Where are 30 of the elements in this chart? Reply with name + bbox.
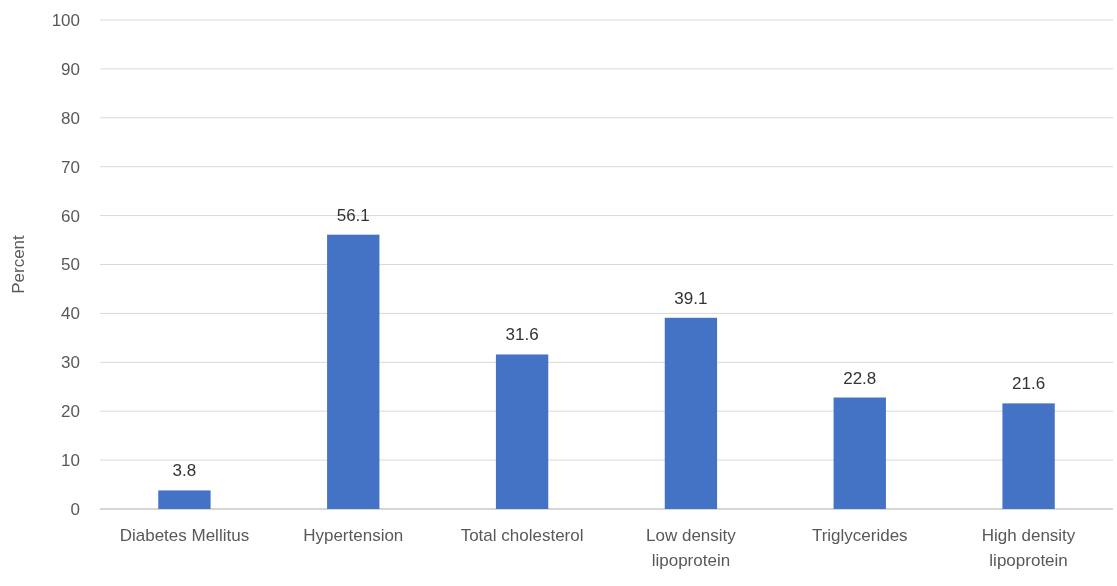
y-tick-label: 40 xyxy=(61,304,80,324)
bar xyxy=(327,234,380,509)
data-label: 56.1 xyxy=(336,205,370,225)
x-tick-label: Total cholesterol xyxy=(460,526,584,545)
x-tick-label: Diabetes Mellitus xyxy=(119,526,250,545)
y-tick-label: 90 xyxy=(61,59,80,79)
y-tick-label: 30 xyxy=(61,353,80,373)
x-tick-label: High density lipoprotein xyxy=(981,526,1076,570)
y-tick-label: 50 xyxy=(61,255,80,275)
y-axis-title: Percent xyxy=(9,234,28,294)
y-tick-label: 80 xyxy=(61,108,80,128)
bar xyxy=(158,490,211,509)
data-label: 39.1 xyxy=(674,288,708,308)
data-label: 21.6 xyxy=(1012,374,1046,394)
x-tick-label: Hypertension xyxy=(303,526,404,545)
y-tick-label: 20 xyxy=(61,402,80,422)
data-label: 3.8 xyxy=(172,461,197,481)
x-tick-label: Low density lipoprotein xyxy=(646,526,737,570)
bar xyxy=(495,354,549,509)
y-tick-label: 100 xyxy=(51,10,80,30)
x-tick-label: Triglycerides xyxy=(811,526,908,545)
data-label: 31.6 xyxy=(505,325,539,345)
y-tick-label: 10 xyxy=(61,451,80,471)
y-tick-label: 70 xyxy=(61,157,80,177)
bar xyxy=(833,397,886,509)
bar xyxy=(664,317,718,509)
bar xyxy=(1002,403,1055,509)
y-tick-label: 60 xyxy=(61,206,80,226)
data-label: 22.8 xyxy=(843,368,877,388)
y-tick-label: 0 xyxy=(70,499,80,519)
